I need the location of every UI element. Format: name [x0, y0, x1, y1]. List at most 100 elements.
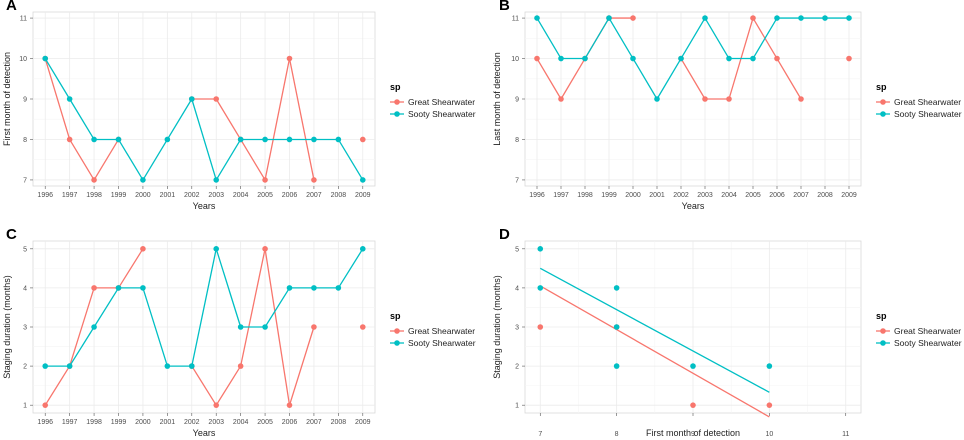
x-tick-label: 2009: [355, 192, 371, 199]
data-point: [213, 246, 220, 252]
data-point: [213, 96, 220, 102]
x-tick-label: 2006: [769, 192, 785, 199]
y-tick-label: 8: [23, 137, 27, 144]
data-point: [359, 177, 366, 183]
y-axis-title: Last month of detection: [492, 52, 502, 146]
data-point: [613, 324, 620, 330]
data-point: [42, 55, 49, 62]
legend-key-point: [880, 99, 886, 105]
data-point: [262, 177, 268, 183]
x-tick-label: 2008: [817, 192, 833, 199]
series-great-shearwater: [42, 246, 366, 408]
data-point: [654, 96, 660, 102]
legend-title: sp: [390, 311, 401, 321]
data-point: [286, 55, 293, 62]
data-point: [188, 363, 195, 369]
y-tick-label: 3: [23, 325, 27, 332]
series-line-segment: [142, 139, 168, 181]
panel-b: B 7 8 9 10 11 1996 1997 1998 1999 2000 2001 2002 2003…: [492, 0, 962, 211]
data-point: [66, 136, 73, 143]
data-point: [91, 136, 97, 143]
legend-key-point: [394, 328, 400, 334]
data-point: [534, 15, 540, 21]
y-tick-label: 9: [515, 97, 519, 104]
data-point: [766, 363, 773, 369]
panel-label: D: [499, 226, 510, 243]
x-tick-label: 2006: [282, 192, 298, 199]
data-point: [115, 136, 122, 143]
x-tick-label: 1999: [601, 192, 617, 199]
series-sooty-shearwater: [42, 246, 366, 369]
data-point: [537, 246, 544, 252]
data-point: [798, 15, 804, 21]
x-tick-label: 1996: [37, 419, 53, 426]
data-point: [140, 177, 146, 183]
data-point: [702, 96, 708, 102]
series-line-segment: [536, 58, 562, 100]
legend-key-point: [880, 111, 886, 117]
data-point: [335, 285, 342, 291]
x-tick-label: 7: [538, 431, 542, 438]
series-line-segment: [337, 248, 364, 289]
legend-title: sp: [876, 82, 887, 92]
legend-title: sp: [390, 82, 401, 92]
data-point: [606, 15, 612, 21]
series-line-segment: [93, 139, 120, 181]
legend-key-point: [880, 340, 886, 346]
x-tick-label: 2008: [331, 192, 347, 199]
data-point: [213, 177, 220, 183]
x-axis-title: Years: [193, 201, 216, 211]
x-tick-label: 8: [615, 431, 619, 438]
series-sooty-shearwater: [537, 246, 773, 393]
y-axis-title: First month of detection: [2, 52, 12, 146]
series-line-segment: [44, 58, 71, 100]
series-line-segment: [264, 58, 291, 181]
series-line-segment: [288, 58, 315, 181]
y-tick-label: 1: [23, 403, 27, 410]
data-point: [534, 55, 540, 62]
x-tick-label: 2004: [233, 419, 249, 426]
data-point: [630, 55, 636, 62]
series-line-segment: [117, 248, 144, 289]
series-line-segment: [240, 139, 266, 181]
series-sooty-shearwater: [534, 15, 852, 102]
x-tick-label: 1998: [577, 192, 593, 199]
data-point: [311, 285, 317, 291]
series-line-segment: [264, 287, 291, 328]
series-line-segment: [69, 326, 95, 367]
series-line-segment: [337, 139, 364, 181]
series-line-segment: [632, 58, 658, 100]
data-point: [750, 15, 756, 21]
data-point: [846, 55, 852, 62]
x-tick-label: 2007: [306, 419, 322, 426]
x-tick-label: 1998: [86, 192, 102, 199]
series-line-segment: [776, 58, 802, 100]
data-point: [115, 285, 122, 291]
data-point: [66, 363, 73, 369]
series-line-segment: [215, 248, 242, 328]
data-point: [774, 15, 780, 21]
data-point: [726, 96, 732, 102]
data-point: [262, 136, 268, 143]
x-tick-label: 10: [765, 431, 773, 438]
x-tick-label: 2000: [625, 192, 641, 199]
x-axis-title: Years: [682, 201, 705, 211]
data-point: [359, 136, 366, 143]
legend-label: Great Shearwater: [894, 97, 961, 107]
x-tick-label: 2002: [184, 192, 200, 199]
x-tick-label: 2007: [793, 192, 809, 199]
x-axis-title: First month of detection: [646, 428, 740, 438]
data-point: [582, 55, 588, 62]
y-tick-label: 4: [515, 285, 519, 292]
data-point: [164, 363, 171, 369]
series-line-segment: [264, 248, 291, 406]
series-line-segment: [240, 248, 266, 367]
x-tick-label: 2005: [257, 192, 273, 199]
series-line-segment: [215, 98, 242, 140]
series-line-segment: [752, 17, 778, 59]
data-point: [678, 55, 684, 62]
fit-line: [539, 285, 770, 418]
x-tick-label: 2003: [208, 419, 224, 426]
legend-label: Sooty Shearwater: [894, 109, 962, 119]
data-point: [822, 15, 828, 21]
